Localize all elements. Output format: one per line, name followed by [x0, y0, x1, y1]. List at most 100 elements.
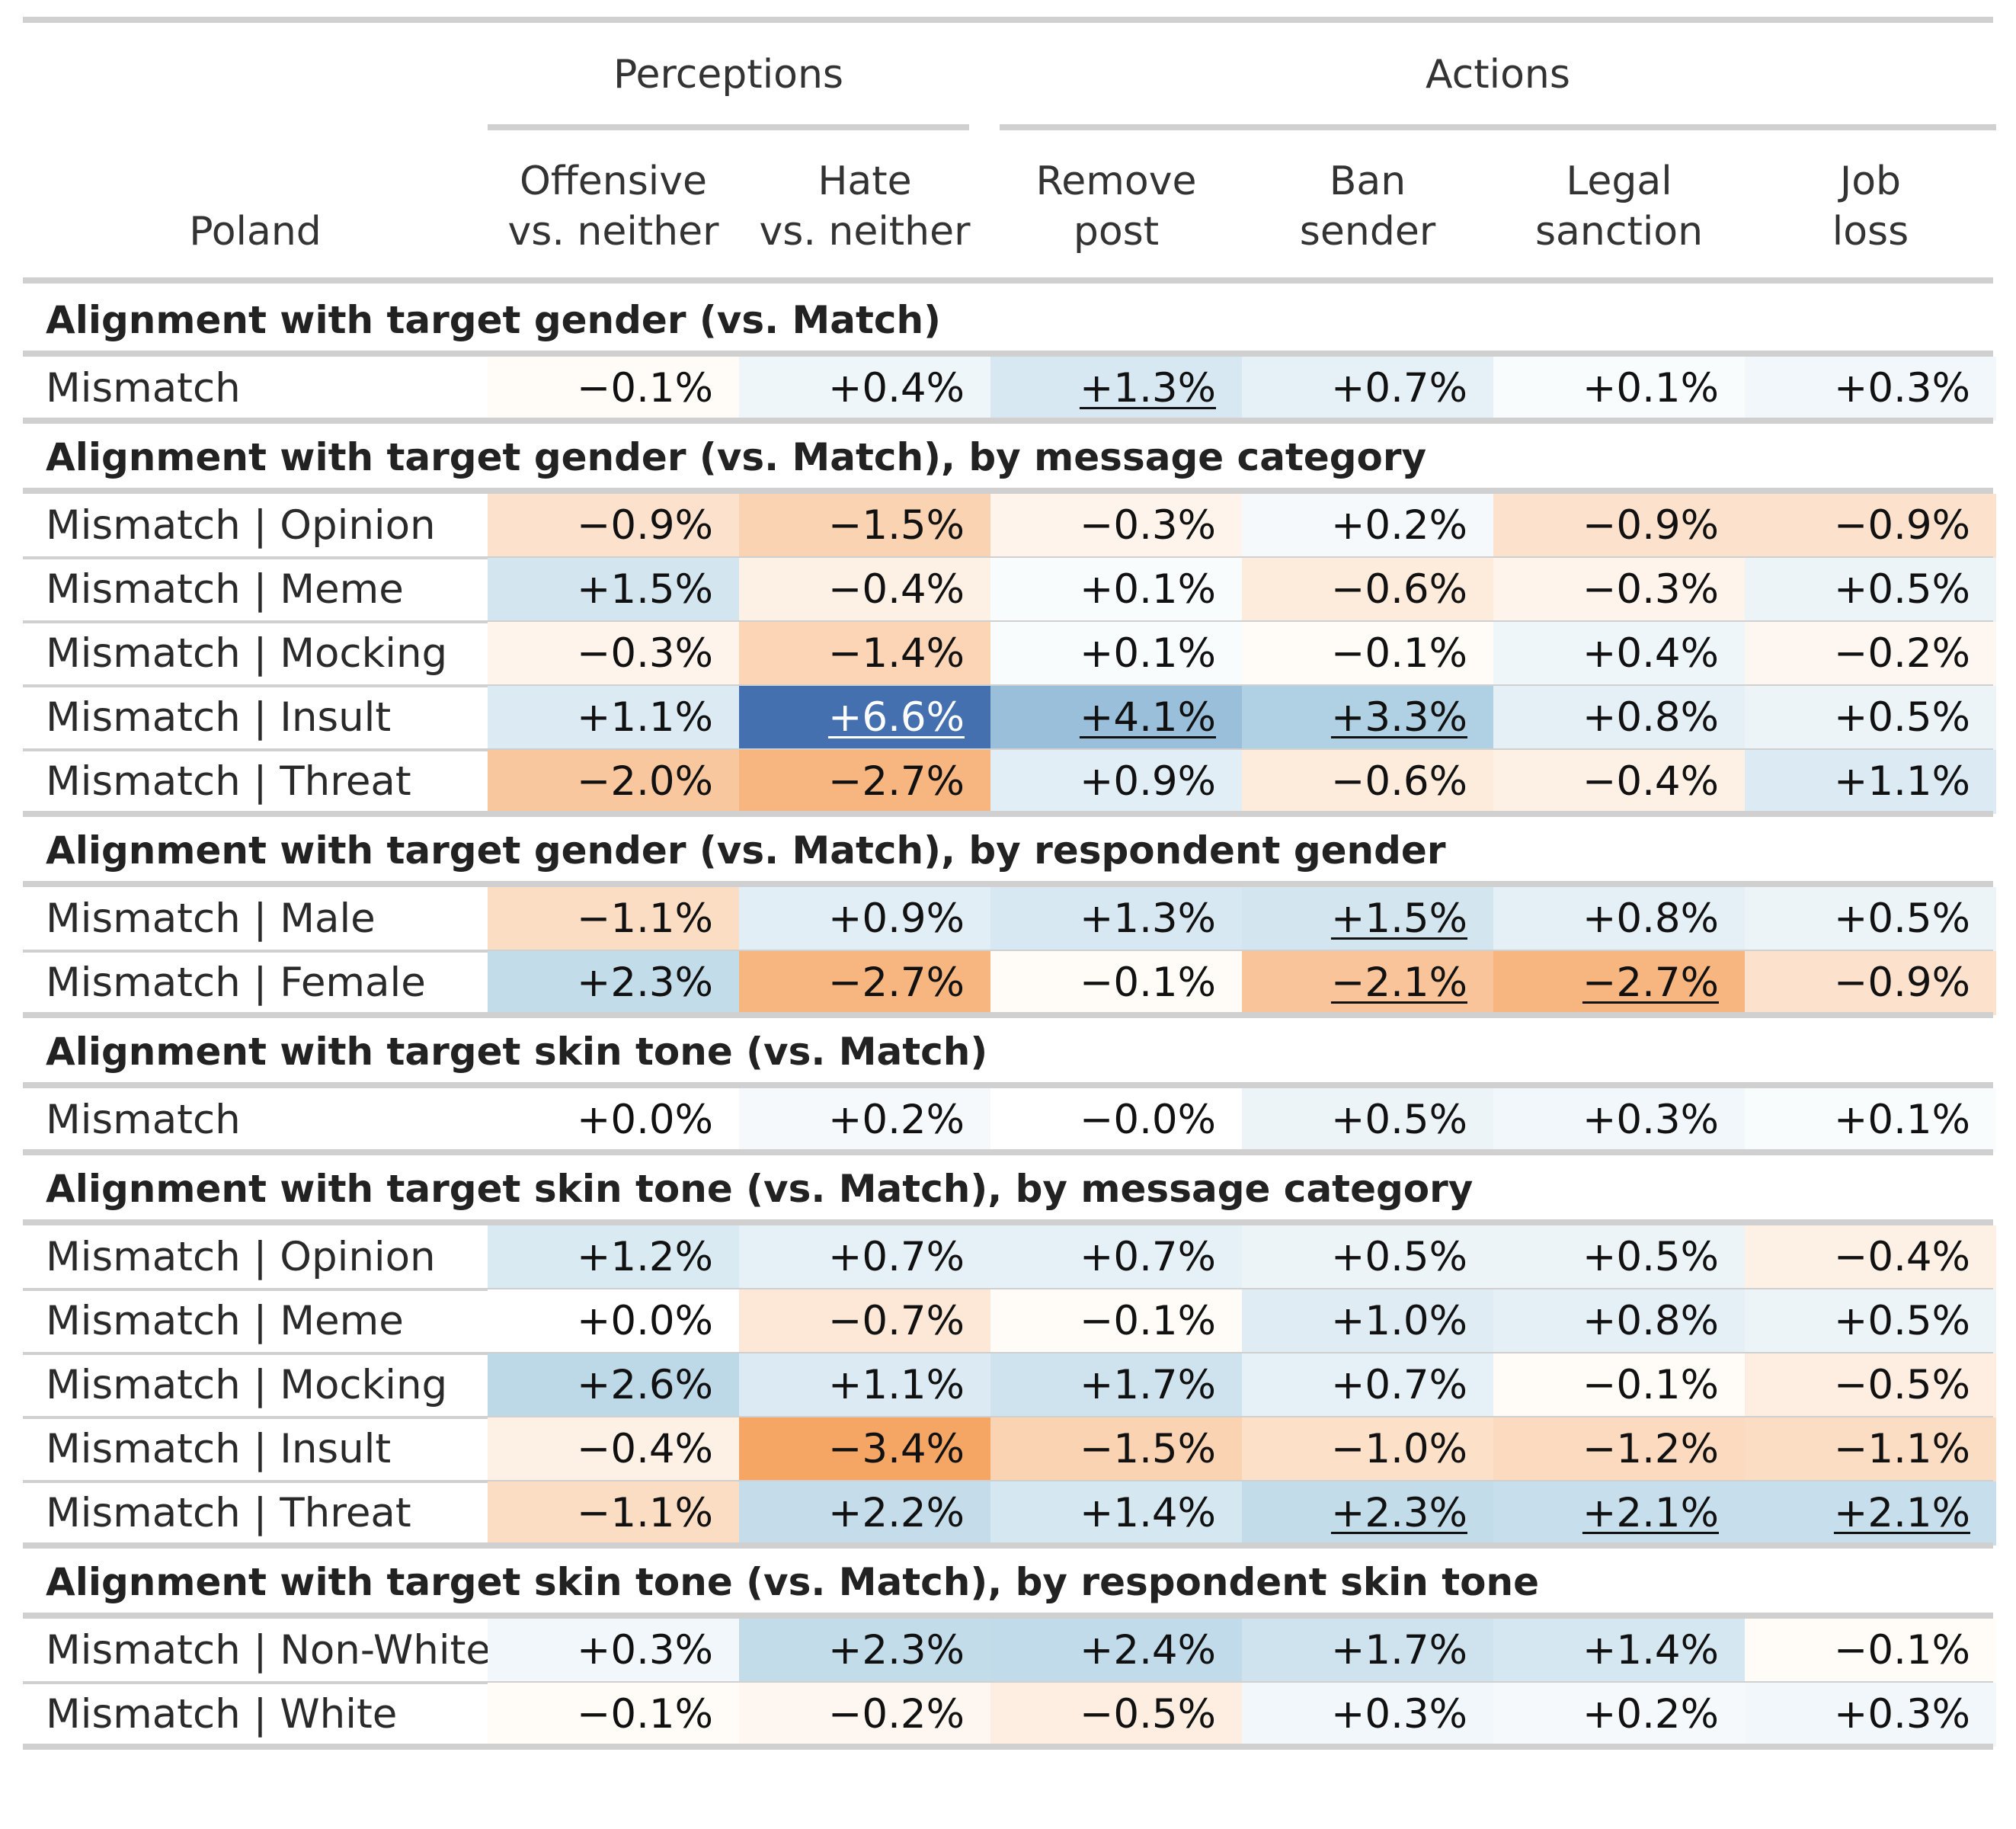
header-rule	[23, 277, 1993, 283]
table-cell: +0.5%	[1745, 686, 1996, 750]
top-rule	[23, 17, 1993, 23]
table-cell: −0.1%	[990, 951, 1242, 1015]
table-cell: −0.1%	[488, 1683, 739, 1747]
section-end-rule	[23, 418, 1993, 424]
table-cell: −1.2%	[1493, 1417, 1745, 1481]
table-cell: +0.2%	[1242, 494, 1493, 558]
table-cell: +1.1%	[739, 1353, 990, 1417]
column-header: Ban	[1329, 159, 1406, 204]
table-cell: +0.3%	[1242, 1683, 1493, 1747]
table-cell: −0.1%	[1493, 1353, 1745, 1417]
section-title: Alignment with target skin tone (vs. Mat…	[46, 1167, 1474, 1211]
stub-header: Poland	[189, 209, 322, 255]
section-title: Alignment with target skin tone (vs. Mat…	[46, 1030, 988, 1074]
table-cell: +1.1%	[1745, 750, 1996, 814]
row-label: Mismatch | Threat	[46, 758, 411, 805]
column-group-header: Perceptions	[613, 52, 844, 98]
table-cell: +0.3%	[488, 1619, 739, 1683]
table-cell: −0.2%	[739, 1683, 990, 1747]
table-cell: +0.1%	[990, 558, 1242, 622]
column-header: vs. neither	[759, 209, 971, 255]
table-cell: +0.5%	[1242, 1088, 1493, 1152]
table-cell: +0.0%	[488, 1289, 739, 1353]
section-end-rule	[23, 1542, 1993, 1549]
column-header: Remove	[1035, 159, 1197, 204]
table-cell: +1.4%	[990, 1481, 1242, 1546]
table-cell: +0.2%	[1493, 1683, 1745, 1747]
section-rule	[23, 1613, 1993, 1619]
table-cell: −0.9%	[1745, 494, 1996, 558]
table-cell: +0.1%	[1745, 1088, 1996, 1152]
column-header: vs. neither	[507, 209, 719, 255]
table-cell: −1.1%	[1745, 1417, 1996, 1481]
table-cell: +0.9%	[990, 750, 1242, 814]
table-cell: −0.3%	[1493, 558, 1745, 622]
table-cell: +0.5%	[1745, 887, 1996, 951]
table-cell: +1.3%	[990, 357, 1242, 421]
table-cell: +1.5%	[1242, 887, 1493, 951]
column-header: post	[1073, 209, 1160, 255]
row-label: Mismatch | Mocking	[46, 1362, 448, 1408]
table-cell: +2.4%	[990, 1619, 1242, 1683]
row-label: Mismatch | Mocking	[46, 630, 448, 677]
table-cell: +0.3%	[1745, 357, 1996, 421]
table-cell: +1.7%	[990, 1353, 1242, 1417]
column-header: Legal	[1566, 159, 1672, 204]
table-cell: −0.7%	[739, 1289, 990, 1353]
table-cell: +2.2%	[739, 1481, 990, 1546]
section-rule	[23, 881, 1993, 887]
column-group-rule	[1000, 124, 1996, 130]
section-title: Alignment with target gender (vs. Match)	[46, 298, 941, 342]
section-end-rule	[23, 1012, 1993, 1018]
table-cell: −0.3%	[488, 622, 739, 686]
table-cell: +0.7%	[1242, 357, 1493, 421]
table-cell: −0.2%	[1745, 622, 1996, 686]
column-header: sender	[1299, 209, 1436, 255]
section-title: Alignment with target gender (vs. Match)…	[46, 435, 1427, 479]
table-cell: −1.4%	[739, 622, 990, 686]
row-label: Mismatch | Insult	[46, 694, 392, 741]
table-cell: −1.0%	[1242, 1417, 1493, 1481]
table-cell: −0.4%	[1745, 1225, 1996, 1289]
table-cell: −0.1%	[1242, 622, 1493, 686]
table-cell: −0.4%	[488, 1417, 739, 1481]
section-title: Alignment with target gender (vs. Match)…	[46, 828, 1446, 873]
table-cell: +0.4%	[1493, 622, 1745, 686]
section-end-rule	[23, 1744, 1993, 1750]
table-cell: +2.3%	[739, 1619, 990, 1683]
table-cell: +0.3%	[1745, 1683, 1996, 1747]
table-cell: −0.4%	[739, 558, 990, 622]
row-label: Mismatch | Meme	[46, 1298, 404, 1344]
table-cell: +0.2%	[739, 1088, 990, 1152]
table-cell: +4.1%	[990, 686, 1242, 750]
table-cell: −2.1%	[1242, 951, 1493, 1015]
table-cell: +0.1%	[1493, 357, 1745, 421]
results-table: Perceptions Actions Poland Offensive vs. nei…	[23, 0, 1996, 1829]
table-cell: +1.5%	[488, 558, 739, 622]
table-cell: −0.9%	[1745, 951, 1996, 1015]
table-cell: −1.5%	[990, 1417, 1242, 1481]
table-cell: +0.5%	[1493, 1225, 1745, 1289]
column-header: loss	[1832, 209, 1909, 255]
table-cell: +0.3%	[1493, 1088, 1745, 1152]
table-cell: +0.5%	[1745, 558, 1996, 622]
section-end-rule	[23, 1149, 1993, 1155]
table-cell: −0.1%	[990, 1289, 1242, 1353]
column-header: Hate	[818, 159, 912, 204]
column-group-header: Actions	[1426, 52, 1570, 98]
table-cell: +1.2%	[488, 1225, 739, 1289]
table-cell: −0.0%	[990, 1088, 1242, 1152]
table-cell: +2.3%	[1242, 1481, 1493, 1546]
table-cell: +2.3%	[488, 951, 739, 1015]
section-rule	[23, 1082, 1993, 1088]
table-cell: −0.3%	[990, 494, 1242, 558]
section-rule	[23, 351, 1993, 357]
row-label: Mismatch	[46, 365, 241, 412]
table-cell: −1.5%	[739, 494, 990, 558]
table-cell: −0.6%	[1242, 558, 1493, 622]
table-cell: +1.7%	[1242, 1619, 1493, 1683]
column-header: Job	[1839, 159, 1902, 204]
row-label: Mismatch | Female	[46, 959, 426, 1006]
table-cell: +1.0%	[1242, 1289, 1493, 1353]
table-cell: +2.6%	[488, 1353, 739, 1417]
